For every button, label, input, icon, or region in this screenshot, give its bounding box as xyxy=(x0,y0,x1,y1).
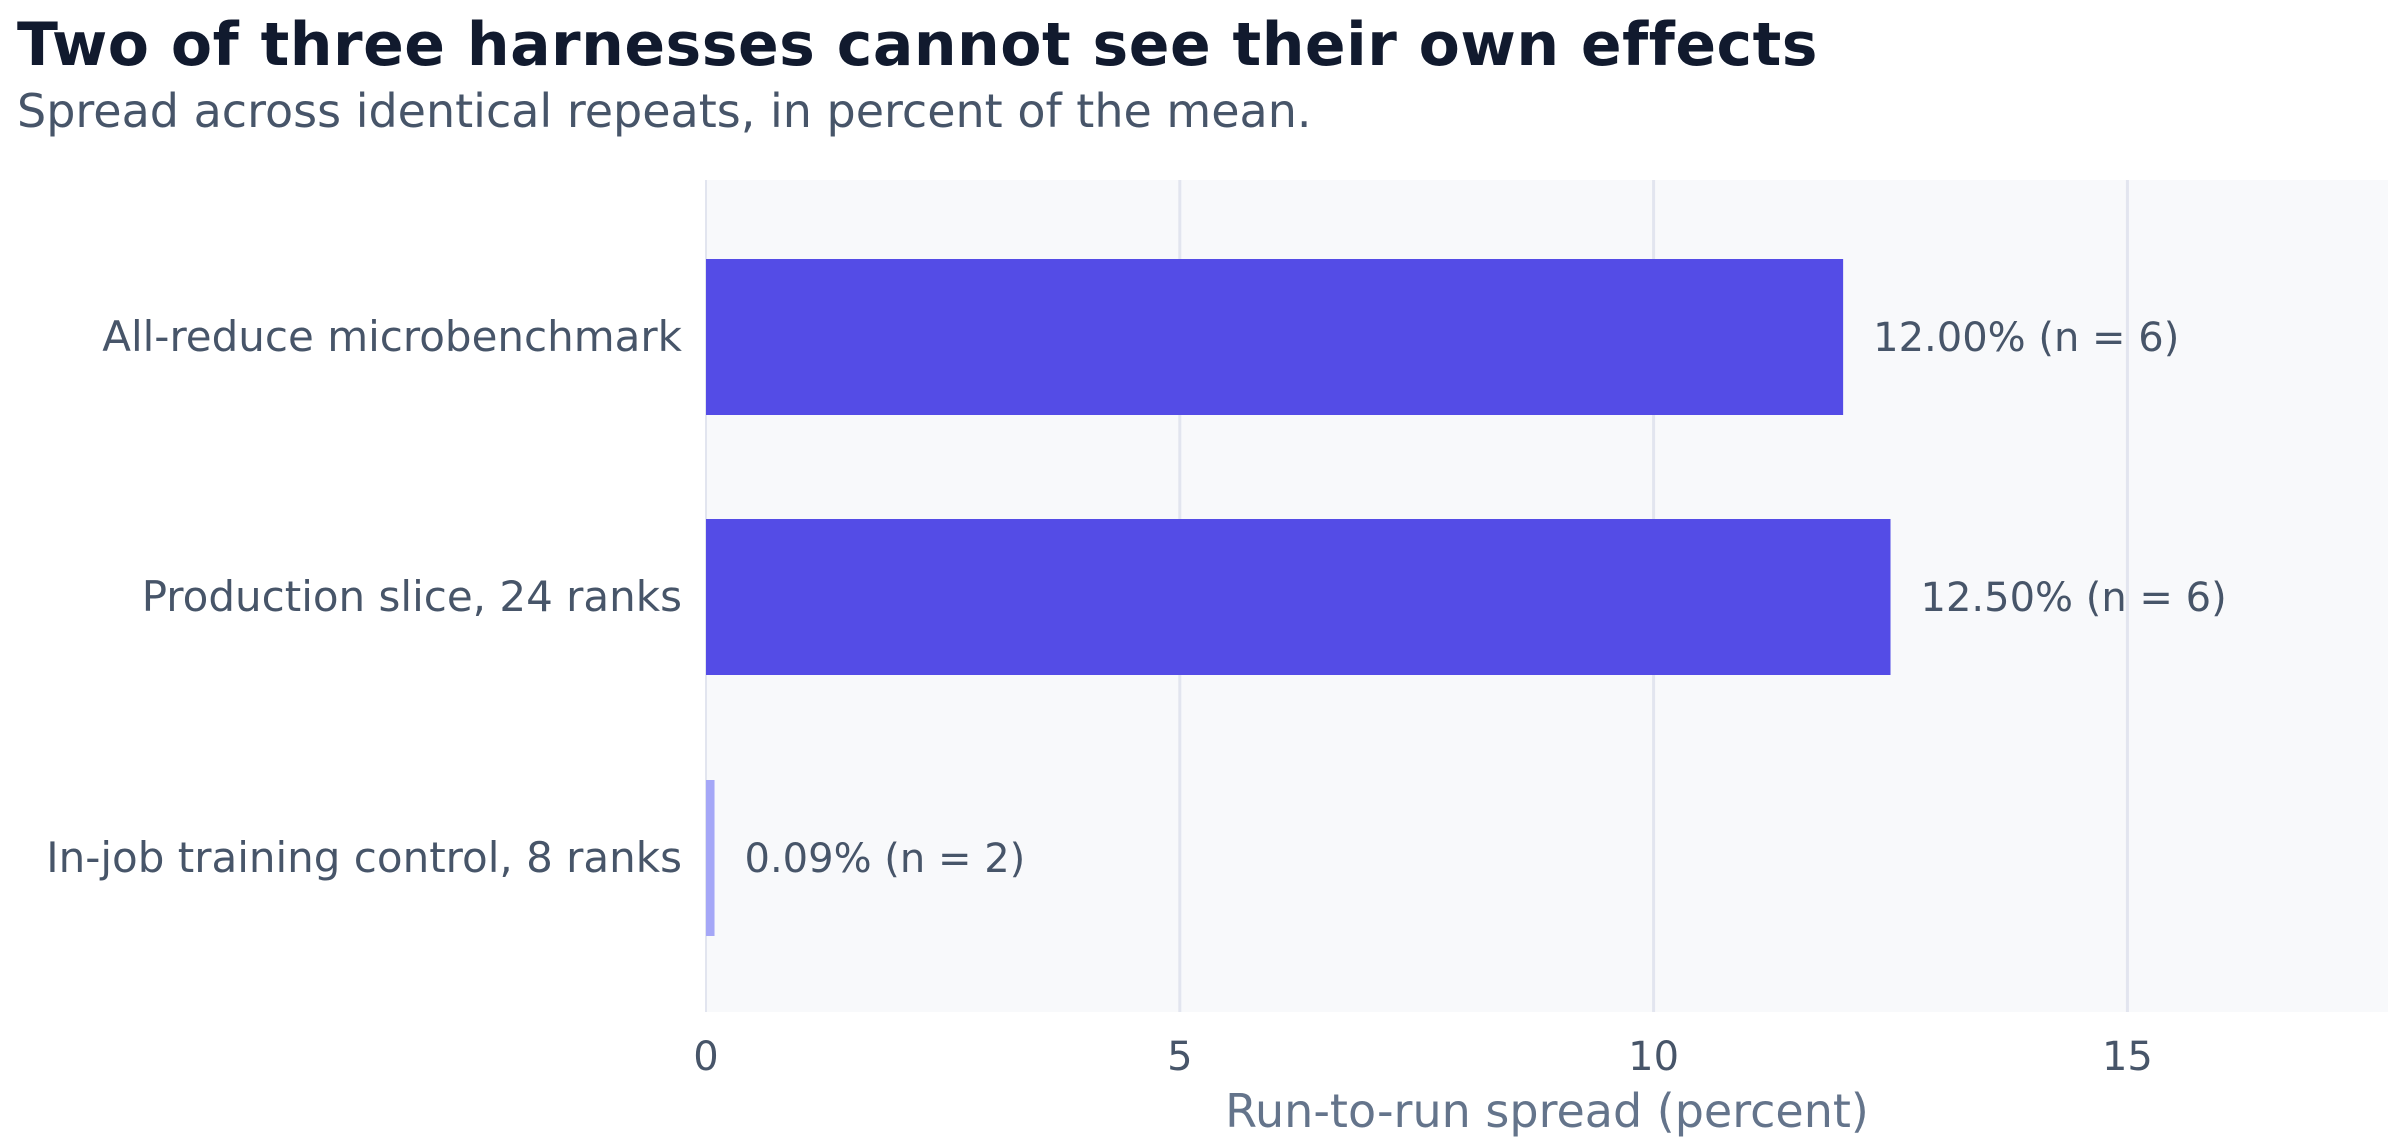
chart-title: Two of three harnesses cannot see their … xyxy=(17,10,1818,80)
bars xyxy=(706,259,1891,936)
labels: 0 5 10 15 All-reduce microbenchmark 12.00% (n… xyxy=(46,312,2227,1080)
category-label: In-job training control, 8 ranks xyxy=(46,833,682,882)
x-tick-label: 15 xyxy=(2102,1034,2153,1080)
category-label: All-reduce microbenchmark xyxy=(102,312,682,361)
x-tick-label: 0 xyxy=(693,1034,718,1080)
bar xyxy=(706,780,715,936)
x-tick-label: 5 xyxy=(1167,1034,1192,1080)
value-label: 0.09% (n = 2) xyxy=(745,836,1026,882)
x-axis-label: Run-to-run spread (percent) xyxy=(1225,1084,1869,1138)
value-label: 12.50% (n = 6) xyxy=(1921,575,2227,621)
value-label: 12.00% (n = 6) xyxy=(1873,315,2179,361)
category-label: Production slice, 24 ranks xyxy=(142,572,682,621)
chart-subtitle: Spread across identical repeats, in perc… xyxy=(17,84,1312,138)
x-tick-label: 10 xyxy=(1628,1034,1679,1080)
bar xyxy=(706,259,1844,415)
bar xyxy=(706,519,1891,675)
